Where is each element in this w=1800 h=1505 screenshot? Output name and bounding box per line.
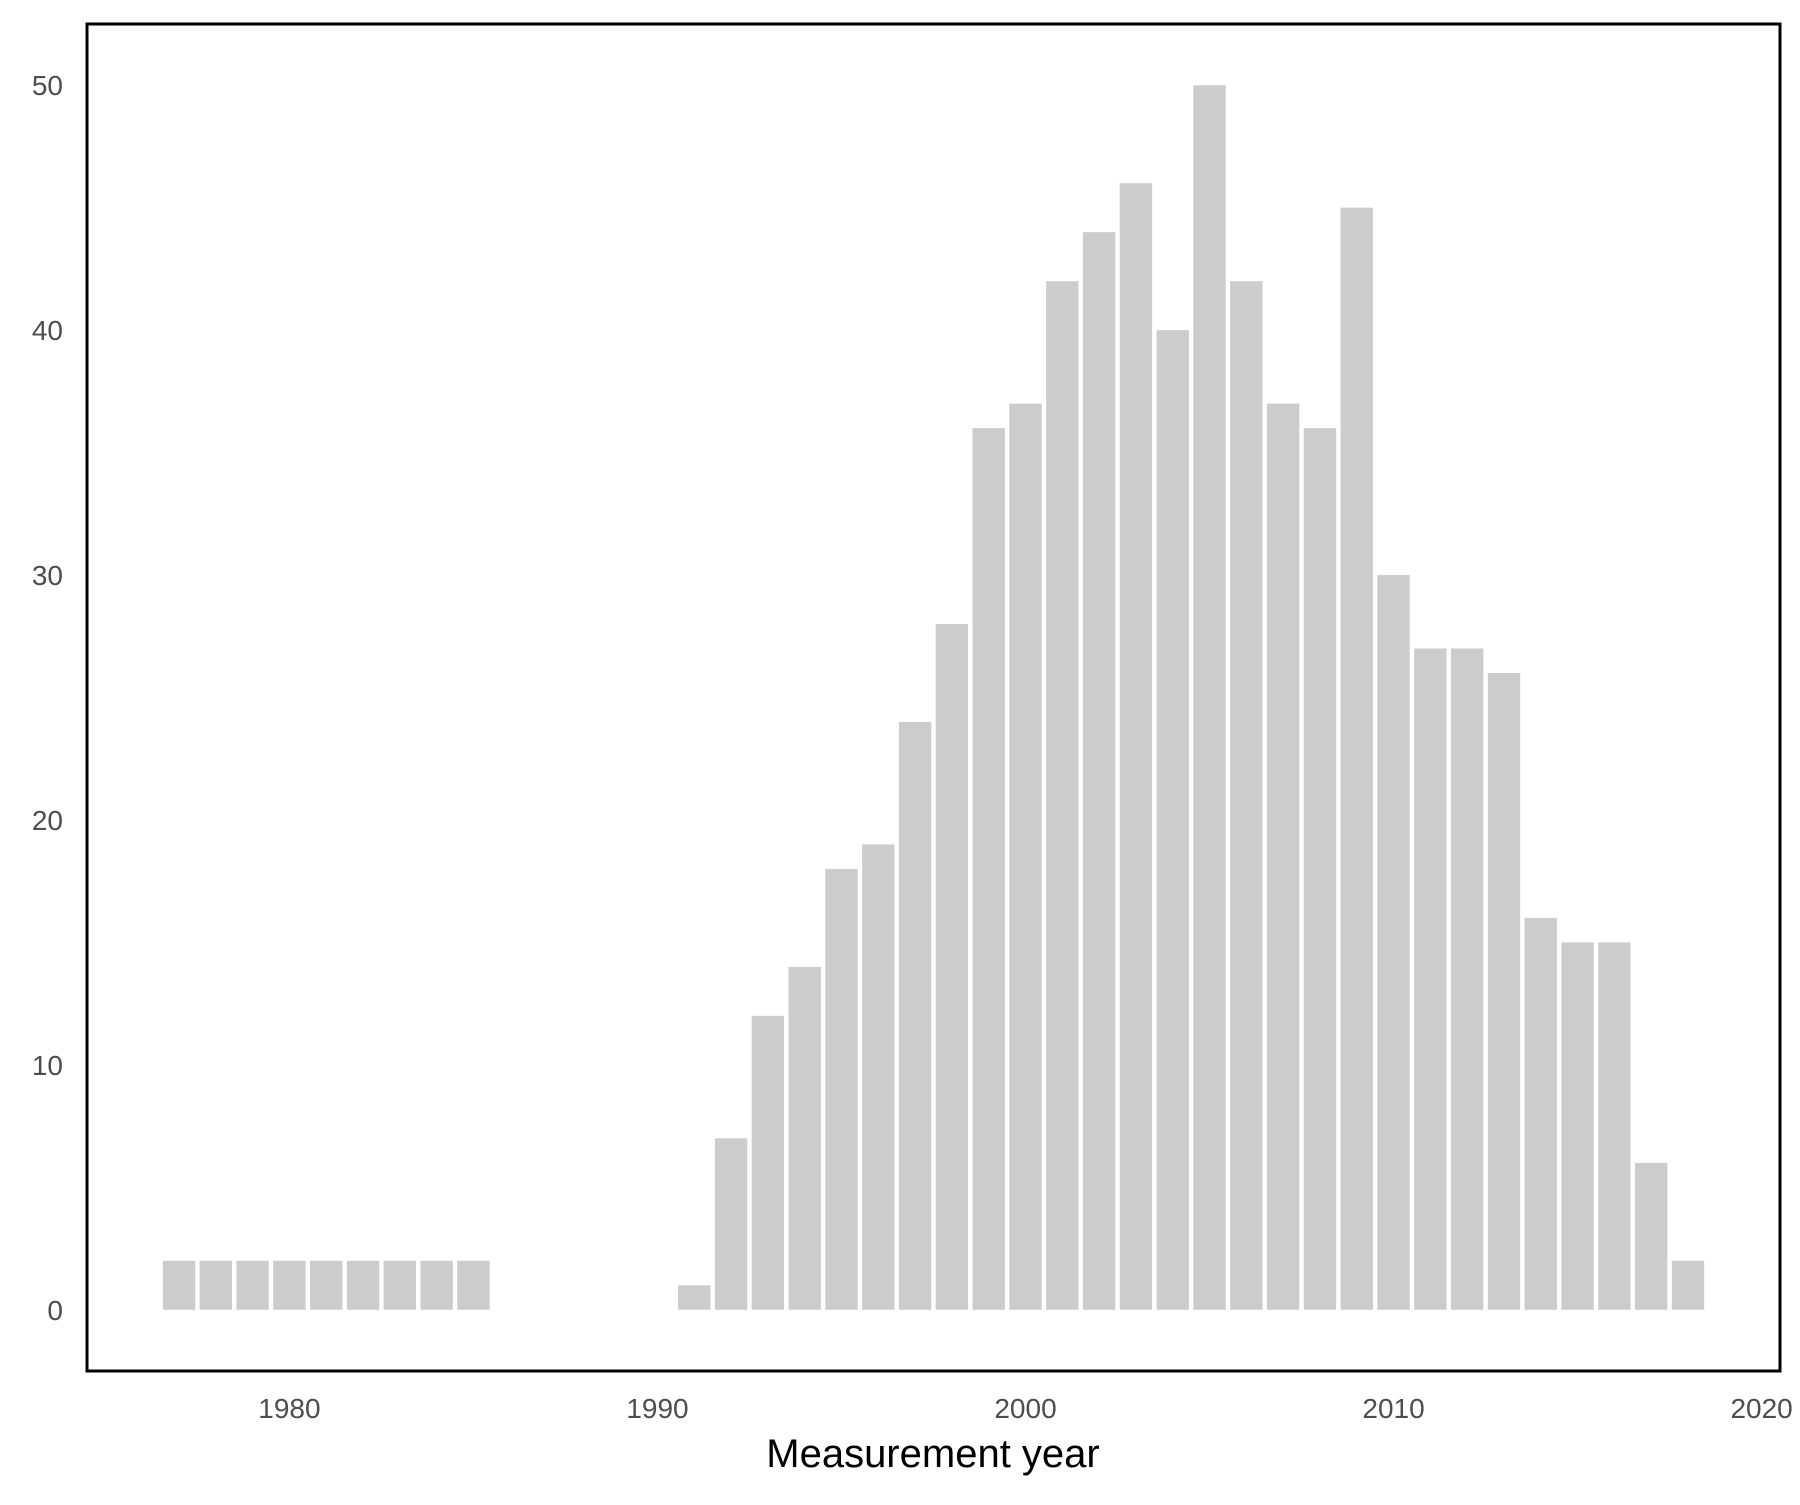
- bar-1977: [162, 1260, 196, 1310]
- bar-1998: [935, 624, 969, 1310]
- bar-2012: [1450, 648, 1484, 1310]
- bar-2008: [1303, 428, 1337, 1310]
- bar-1979: [236, 1260, 269, 1310]
- bar-2011: [1414, 648, 1447, 1310]
- bar-2006: [1230, 281, 1263, 1310]
- x-tick-label: 1990: [626, 1393, 688, 1424]
- bar-1996: [862, 844, 895, 1310]
- y-tick-label: 0: [47, 1295, 63, 1326]
- bar-1984: [420, 1260, 453, 1310]
- y-tick-label: 50: [32, 70, 63, 101]
- x-tick-label: 2000: [994, 1393, 1056, 1424]
- bar-1980: [273, 1260, 306, 1310]
- y-tick-labels: 0 10 20 30 40 50: [32, 70, 63, 1326]
- bar-2014: [1524, 917, 1557, 1310]
- x-tick-label: 1980: [258, 1393, 320, 1424]
- bar-1985: [457, 1260, 490, 1310]
- x-axis-title: Measurement year: [766, 1432, 1099, 1476]
- bar-2018: [1671, 1260, 1705, 1310]
- bar-2015: [1561, 942, 1594, 1310]
- bar-2017: [1634, 1162, 1668, 1310]
- bar-1995: [825, 868, 858, 1310]
- bar-1994: [788, 966, 821, 1310]
- bar-2016: [1598, 942, 1631, 1310]
- x-tick-labels: 1980 1990 2000 2010 2020: [258, 1393, 1792, 1424]
- bar-2010: [1377, 575, 1410, 1310]
- bar-2007: [1266, 403, 1300, 1310]
- bars-group: [162, 85, 1705, 1310]
- bar-1991: [678, 1285, 711, 1310]
- bar-2009: [1340, 207, 1373, 1310]
- bar-1981: [310, 1260, 343, 1310]
- bar-1992: [714, 1138, 748, 1310]
- bar-1983: [383, 1260, 417, 1310]
- x-tick-label: 2010: [1362, 1393, 1424, 1424]
- bar-2001: [1046, 281, 1079, 1310]
- bar-1997: [898, 721, 932, 1310]
- bar-1982: [346, 1260, 380, 1310]
- y-tick-label: 10: [32, 1050, 63, 1081]
- bar-2000: [1009, 403, 1042, 1310]
- bar-2004: [1156, 330, 1189, 1310]
- bar-1999: [972, 428, 1005, 1310]
- x-tick-label: 2020: [1730, 1393, 1792, 1424]
- y-tick-label: 20: [32, 805, 63, 836]
- bar-2003: [1119, 183, 1153, 1310]
- bar-2013: [1487, 673, 1521, 1310]
- y-tick-label: 40: [32, 315, 63, 346]
- bar-1993: [751, 1015, 785, 1310]
- bar-2002: [1082, 232, 1116, 1310]
- bar-2005: [1193, 85, 1226, 1310]
- bar-1978: [199, 1260, 233, 1310]
- plot-frame: [85, 22, 1782, 1373]
- y-tick-label: 30: [32, 560, 63, 591]
